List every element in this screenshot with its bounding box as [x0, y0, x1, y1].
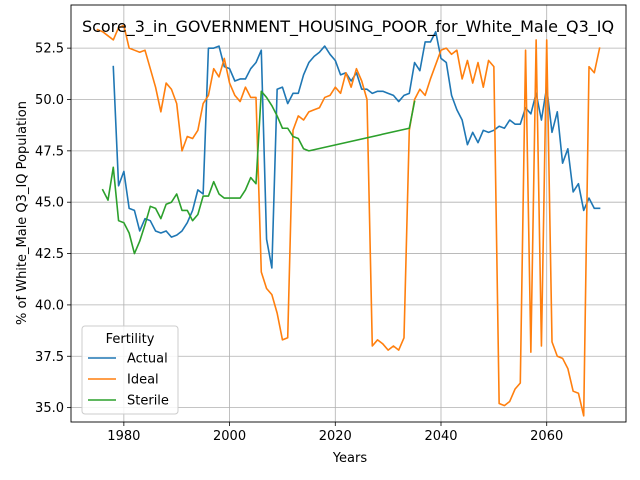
x-tick-label: 2000	[213, 429, 246, 444]
y-tick-label: 50.0	[35, 93, 64, 108]
x-tick-label: 2060	[530, 429, 563, 444]
series-layer	[96, 24, 601, 417]
y-axis-ticks: 35.0 37.5 40.0 42.5 45.0 47.5 50.0 52.5	[35, 42, 71, 416]
x-axis-ticks: 1980 2000 2020 2040 2060	[107, 422, 563, 444]
y-tick-label: 45.0	[35, 196, 64, 211]
series-line-ideal	[96, 24, 601, 417]
y-tick-label: 52.5	[35, 42, 64, 57]
y-tick-label: 42.5	[35, 247, 64, 262]
legend-entries: Actual Ideal Sterile	[88, 352, 169, 409]
y-tick-label: 35.0	[35, 401, 64, 416]
legend-label-sterile: Sterile	[127, 394, 169, 409]
legend-label-actual: Actual	[127, 352, 168, 367]
x-tick-label: 2040	[424, 429, 457, 444]
x-tick-label: 2020	[319, 429, 352, 444]
x-tick-label: 1980	[107, 429, 140, 444]
plot-frame	[70, 4, 627, 423]
y-tick-label: 47.5	[35, 144, 64, 159]
x-axis-label: Years	[332, 451, 368, 466]
y-tick-label: 37.5	[35, 350, 64, 365]
legend: Fertility Actual Ideal Sterile	[81, 325, 179, 415]
legend-label-ideal: Ideal	[127, 373, 159, 388]
chart-title: Score_3_in_GOVERNMENT_HOUSING_POOR_for_W…	[82, 17, 614, 37]
legend-box	[81, 325, 179, 415]
series-line-sterile	[101, 90, 416, 255]
series-line-actual	[112, 30, 601, 269]
legend-title: Fertility	[106, 332, 155, 347]
y-tick-label: 40.0	[35, 298, 64, 313]
y-axis-label: % of White_Male Q3_IQ Population	[15, 101, 30, 325]
